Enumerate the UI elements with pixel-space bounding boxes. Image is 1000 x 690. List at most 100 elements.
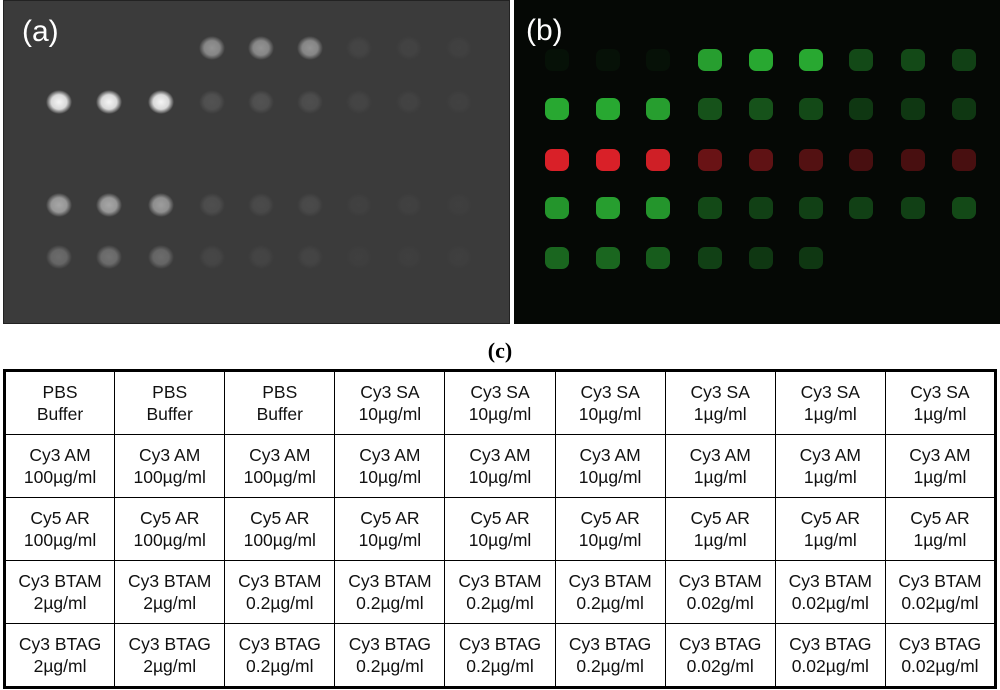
cell-concentration: 10µg/ml [578,530,642,550]
table-row: PBS Buffer PBS Buffer PBS Buffer Cy3 SA 10µg/ml… [3,369,997,435]
spot-a-r4-c4 [199,193,225,217]
microarray-image-b: (b) [514,0,1000,324]
table-row: Cy5 AR 100µg/ml Cy5 AR 100µg/ml Cy5 AR 100µg/… [3,497,997,561]
table-cell: Cy3 AM 100µg/ml [3,434,116,498]
cell-reagent: Cy3 BTAG [348,634,432,654]
table-cell: Cy3 BTAM 0.2µg/ml [334,560,446,624]
cell-concentration: 10µg/ml [358,467,422,487]
spot-b-r4-c3 [646,197,670,219]
spot-b-r3-c1 [545,149,569,171]
cell-reagent: Cy5 AR [800,508,860,528]
spot-a-r4-c9 [446,193,472,217]
cell-reagent: Cy3 BTAG [18,634,102,654]
spot-a-r5-c7 [346,245,372,269]
cell-reagent: Cy5 AR [470,508,530,528]
table-cell: Cy3 BTAG 2µg/ml [3,623,116,688]
spot-b-r5-c1 [545,247,569,269]
spot-a-r5-c6 [297,245,323,269]
cell-reagent: Cy3 BTAM [348,571,432,591]
cell-concentration: 0.02g/ml [686,656,754,676]
table-cell: Cy3 SA 10µg/ml [444,369,556,435]
table-cell: Cy3 BTAG 0.2µg/ml [444,623,556,688]
table-cell: Cy3 BTAM 0.2µg/ml [444,560,556,624]
table-cell: Cy3 AM 10µg/ml [334,434,446,498]
spot-a-r2-c4 [199,90,225,114]
table-cell: Cy3 BTAG 0.2µg/ml [224,623,336,688]
cell-reagent: Cy3 AM [689,445,751,465]
spot-b-r4-c8 [901,197,925,219]
table-cell: Cy3 BTAG 0.2µg/ml [334,623,446,688]
cell-reagent: Cy3 BTAG [679,634,762,654]
spot-b-r1-c4 [698,49,722,71]
spot-a-r2-c6 [297,90,323,114]
spot-a-r1-c9 [446,36,472,60]
cell-reagent: Cy3 AM [799,445,861,465]
spot-b-r2-c2 [596,98,620,120]
spot-a-r1-c4 [199,36,225,60]
cell-concentration: 0.02µg/ml [791,593,869,613]
table-cell: Cy3 AM 100µg/ml [114,434,226,498]
cell-reagent: Cy3 BTAM [568,571,652,591]
cell-reagent: Cy5 AR [580,508,640,528]
spot-a-r2-c7 [346,90,372,114]
cell-concentration: 10µg/ml [358,404,422,424]
cell-reagent: Cy3 BTAM [458,571,542,591]
spot-b-r1-c5 [749,49,773,71]
table-cell: Cy3 BTAM 0.02µg/ml [774,560,886,624]
spot-a-r5-c5 [248,245,274,269]
spot-a-r1-c8 [396,36,422,60]
cell-concentration: 2µg/ml [33,656,87,676]
table-cell: Cy5 AR 100µg/ml [114,497,226,561]
table-cell: Cy3 BTAM 2µg/ml [3,560,116,624]
table-cell: Cy3 SA 1µg/ml [774,369,886,435]
cell-reagent: Cy3 BTAG [238,634,321,654]
table-cell: Cy5 AR 1µg/ml [664,497,776,561]
cell-reagent: Cy3 SA [800,382,860,402]
table-cell: Cy3 SA 10µg/ml [334,369,446,435]
spot-layout-table: PBS Buffer PBS Buffer PBS Buffer Cy3 SA 10µg/ml… [3,369,997,689]
table-cell: Cy5 AR 10µg/ml [444,497,556,561]
table-cell: Cy3 BTAG 2µg/ml [114,623,226,688]
spot-b-r3-c8 [901,149,925,171]
cell-reagent: Cy3 BTAM [128,571,212,591]
table-cell: PBS Buffer [114,369,226,435]
spot-b-r5-c2 [596,247,620,269]
cell-concentration: 1µg/ml [913,404,967,424]
spot-a-r1-c5 [248,36,274,60]
cell-reagent: Cy3 BTAM [678,571,762,591]
cell-reagent: Cy3 BTAM [18,571,102,591]
cell-concentration: 0.2µg/ml [466,593,534,613]
cell-reagent: Cy3 SA [360,382,420,402]
spot-b-r1-c8 [901,49,925,71]
spot-b-r3-c9 [952,149,976,171]
cell-concentration: 2µg/ml [33,593,87,613]
cell-concentration: 1µg/ml [913,530,967,550]
cell-concentration: 100µg/ml [23,467,97,487]
panel-b-label: (b) [526,14,563,47]
spot-a-r5-c9 [446,245,472,269]
spot-b-r3-c2 [596,149,620,171]
spot-b-r5-c4 [698,247,722,269]
cell-reagent: Cy3 SA [690,382,750,402]
table-cell: Cy3 AM 1µg/ml [884,434,997,498]
spot-a-r4-c8 [396,193,422,217]
cell-concentration: 0.2µg/ml [466,656,534,676]
cell-concentration: Buffer [256,404,303,424]
cell-reagent: PBS [262,382,298,402]
spot-b-r1-c6 [799,49,823,71]
table-cell: Cy3 AM 1µg/ml [774,434,886,498]
table-cell: Cy3 BTAG 0.02g/ml [664,623,776,688]
spot-b-r3-c4 [698,149,722,171]
cell-concentration: 10µg/ml [578,467,642,487]
spot-a-r4-c1 [46,193,72,217]
table-cell: Cy3 AM 10µg/ml [444,434,556,498]
cell-concentration: 100µg/ml [243,530,316,550]
table-row: Cy3 BTAG 2µg/ml Cy3 BTAG 2µg/ml Cy3 BTAG 0.2µ… [3,623,997,688]
table-cell: Cy5 AR 1µg/ml [884,497,997,561]
cell-reagent: Cy3 SA [910,382,970,402]
cell-reagent: PBS [42,382,78,402]
cell-reagent: Cy3 BTAG [789,634,872,654]
spot-b-r4-c2 [596,197,620,219]
cell-concentration: 0.2µg/ml [576,593,644,613]
spot-b-r4-c9 [952,197,976,219]
